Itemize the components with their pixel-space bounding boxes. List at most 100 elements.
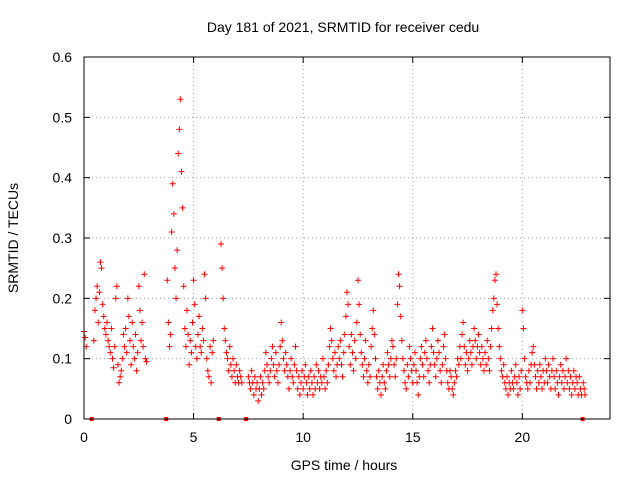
data-point [552,385,559,392]
data-point [318,379,325,386]
data-point [559,367,566,374]
data-point [307,367,314,374]
data-point [233,361,240,368]
data-point [112,295,119,302]
data-point [341,331,348,338]
data-point [108,325,115,332]
data-point [482,349,489,356]
data-point [129,319,136,326]
data-point [97,259,104,266]
data-point [464,367,471,374]
x-tick-label: 20 [515,429,531,445]
tick-layer: 0 0.1 0.2 0.3 0.4 0.5 0.6 0 5 10 15 20 [53,49,610,445]
data-point [189,319,196,326]
data-point [316,385,323,392]
y-tick-label: 0.2 [53,290,73,306]
data-point [141,271,148,278]
data-point [520,325,527,332]
data-point [303,379,310,386]
data-point [279,337,286,344]
data-point [262,349,269,356]
data-point [466,337,473,344]
data-point [188,349,195,356]
data-point [179,204,186,211]
data-point [203,355,210,362]
data-point [135,283,142,290]
data-point [563,355,570,362]
data-point [490,295,497,302]
data-point [473,355,480,362]
y-tick-label: 0.3 [53,230,73,246]
data-point [294,385,301,392]
data-point [82,334,89,341]
data-point [204,367,211,374]
data-point [407,355,414,362]
data-point [268,355,275,362]
data-point [331,349,338,356]
data-point [556,373,563,380]
data-point [200,337,207,344]
data-point [438,379,445,386]
data-point [488,325,495,332]
data-point [205,373,212,380]
data-point [421,349,428,356]
y-tick-label: 0.5 [53,109,73,125]
data-point [543,367,550,374]
data-point [348,331,355,338]
data-point [568,391,575,398]
data-point [247,385,254,392]
data-point [532,373,539,380]
data-point [225,367,232,374]
data-point [324,379,331,386]
data-point [271,373,278,380]
data-point [349,349,356,356]
data-point [109,355,116,362]
data-point [113,283,120,290]
data-point [536,361,543,368]
data-point [185,331,192,338]
data-point [111,343,118,350]
data-point [287,367,294,374]
data-point [370,307,377,314]
data-point [134,349,141,356]
data-point [393,355,400,362]
data-point [487,343,494,350]
data-point [107,349,114,356]
data-point [238,379,245,386]
data-point [527,379,534,386]
data-point [529,349,536,356]
data-point [396,283,403,290]
data-point [250,391,257,398]
data-point [277,343,284,350]
data-point [494,301,501,308]
data-point [173,295,180,302]
data-point [512,361,519,368]
data-point [387,355,394,362]
data-point [322,385,329,392]
y-tick-label: 0.1 [53,351,73,367]
x-tick-label: 0 [80,429,88,445]
data-point [452,367,459,374]
data-point [140,343,147,350]
data-point [351,337,358,344]
data-point [184,307,191,314]
y-tick-label: 0 [64,411,72,427]
x-tick-label: 15 [405,429,421,445]
data-point [260,385,267,392]
data-point [290,379,297,386]
data-point [139,319,146,326]
data-point [209,349,216,356]
data-point [291,361,298,368]
data-point [110,364,117,371]
data-point [323,367,330,374]
data-point [377,391,384,398]
data-point [224,355,231,362]
data-point [516,373,523,380]
data-point [305,373,312,380]
data-point [442,355,449,362]
data-point [335,343,342,350]
data-point [95,319,102,326]
data-point [422,337,429,344]
data-point [342,313,349,320]
data-point [381,379,388,386]
